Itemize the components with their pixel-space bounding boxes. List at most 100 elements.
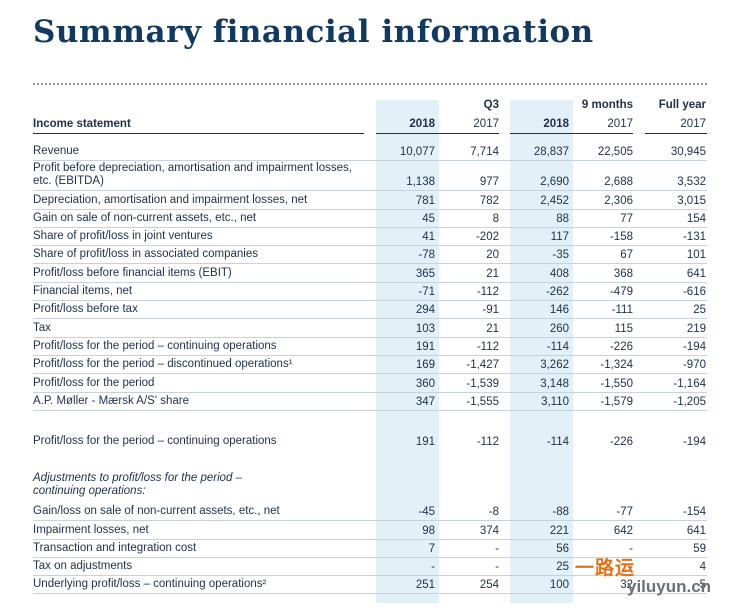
cell-value: 642 — [613, 524, 633, 537]
group-label-q3: Q3 — [483, 99, 499, 111]
cell-value: 146 — [549, 304, 569, 317]
cell-value: 98 — [422, 524, 435, 537]
cell-value: -970 — [682, 359, 706, 372]
table-row: Impairment losses, net 98 374 221 642 641 — [33, 520, 707, 540]
cell-value: 67 — [620, 249, 633, 262]
cell-value: 374 — [479, 524, 499, 537]
cell-value: 4 — [699, 561, 706, 574]
cell-value: -112 — [476, 436, 499, 449]
header-rule — [645, 133, 707, 134]
cell-value: 45 — [422, 212, 435, 225]
cell-value: 254 — [479, 579, 499, 592]
cell-value: 408 — [549, 267, 569, 280]
table-row: Profit/loss for the period – discontinue… — [33, 355, 707, 375]
row-label: Profit before depreciation, amortisation… — [33, 162, 352, 188]
cell-value: -226 — [609, 340, 633, 353]
cell-value: 251 — [415, 579, 435, 592]
row-label: Profit/loss before financial items (EBIT… — [33, 266, 232, 279]
cell-value: 101 — [686, 249, 706, 262]
watermark: 一路运 yiluyun.cn — [575, 553, 735, 605]
cell-value: - — [495, 542, 499, 555]
table-row: Depreciation, amortisation and impairmen… — [33, 190, 707, 210]
cell-value: -616 — [682, 286, 706, 299]
cell-value: 3,110 — [541, 395, 569, 408]
cell-value: -8 — [488, 506, 499, 519]
row-label: Gain/loss on sale of non-current assets,… — [33, 505, 280, 518]
cell-value: -1,555 — [466, 395, 499, 408]
table-row-continuing: Profit/loss for the period – continuing … — [33, 432, 707, 450]
cell-value: 7,714 — [470, 146, 499, 159]
cell-value: -111 — [611, 304, 633, 317]
row-label: Tax — [33, 321, 51, 334]
cell-value: 191 — [415, 340, 435, 353]
cell-value: - — [431, 561, 435, 574]
cell-value: -77 — [616, 506, 633, 519]
row-label: Depreciation, amortisation and impairmen… — [33, 193, 308, 206]
cell-value: 360 — [415, 377, 435, 390]
cell-value: -114 — [546, 436, 569, 449]
header-rule — [510, 133, 633, 134]
cell-value: 32 — [620, 579, 633, 592]
year-header: 2017 — [607, 118, 633, 130]
adjustments-heading-label: Adjustments to profit/loss for the perio… — [33, 472, 243, 497]
cell-value: 154 — [686, 212, 706, 225]
cell-value: -71 — [418, 286, 435, 299]
cell-value: -88 — [552, 506, 569, 519]
cell-value: 8 — [492, 212, 499, 225]
row-label: Transaction and integration cost — [33, 541, 197, 554]
year-header: 2018 — [409, 118, 435, 130]
cell-value: 10,077 — [399, 146, 435, 159]
cell-value: 191 — [415, 436, 435, 449]
watermark-en-text: yiluyun.cn — [627, 577, 712, 596]
cell-value: -1,579 — [600, 395, 633, 408]
header-rule — [376, 133, 499, 134]
cell-value: -1,205 — [673, 395, 706, 408]
group-label-9-months: 9 months — [581, 99, 633, 111]
table-row: Profit before depreciation, amortisation… — [33, 160, 707, 192]
cell-value: 3,015 — [677, 194, 706, 207]
cell-value: -158 — [609, 231, 633, 244]
cell-value: 56 — [556, 542, 569, 555]
cell-value: -202 — [475, 231, 499, 244]
cell-value: - — [629, 542, 633, 555]
table-row: Gain on sale of non-current assets, etc.… — [33, 209, 707, 228]
cell-value: 782 — [479, 194, 499, 207]
cell-value: -78 — [418, 249, 435, 262]
cell-value: 77 — [620, 212, 633, 225]
cell-value: 365 — [415, 267, 435, 280]
cell-value: 347 — [415, 395, 435, 408]
header-rule — [33, 133, 364, 134]
cell-value: 28,837 — [533, 146, 569, 159]
cell-value: -91 — [482, 304, 499, 317]
table-header: Q3 9 months Full year Income statement 2… — [0, 0, 748, 140]
row-label: Impairment losses, net — [33, 523, 149, 536]
row-label: Revenue — [33, 145, 80, 158]
cell-value: 21 — [486, 267, 499, 280]
cell-value: 30,945 — [670, 146, 706, 159]
cell-value: -114 — [546, 340, 569, 353]
cell-value: 115 — [614, 322, 633, 335]
row-label: Underlying profit/loss – continuing oper… — [33, 578, 267, 591]
cell-value: 260 — [549, 322, 569, 335]
group-label-full-year: Full year — [658, 99, 706, 111]
row-label: Profit/loss for the period — [33, 376, 155, 389]
table-row: Financial items, net -71 -112 -262 -479 -616 — [33, 282, 707, 302]
cell-value: 2,690 — [540, 176, 569, 189]
cell-value: -45 — [418, 506, 435, 519]
cell-value: 103 — [415, 322, 435, 335]
table-row: Gain/loss on sale of non-current assets,… — [33, 502, 707, 522]
cell-value: 3,532 — [677, 176, 706, 189]
row-label: Financial items, net — [33, 285, 133, 298]
cell-value: -226 — [609, 436, 633, 449]
cell-value: 7 — [428, 542, 435, 555]
cell-value: 294 — [415, 304, 435, 317]
cell-value: -1,427 — [466, 359, 499, 372]
row-label: A.P. Møller - Mærsk A/S' share — [33, 394, 189, 407]
cell-value: 100 — [549, 579, 569, 592]
cell-value: -1,550 — [600, 377, 633, 390]
cell-value: 117 — [550, 231, 569, 244]
cell-value: 781 — [415, 194, 435, 207]
cell-value: 59 — [693, 542, 706, 555]
cell-value: 977 — [479, 176, 499, 189]
cell-value: 641 — [686, 267, 706, 280]
